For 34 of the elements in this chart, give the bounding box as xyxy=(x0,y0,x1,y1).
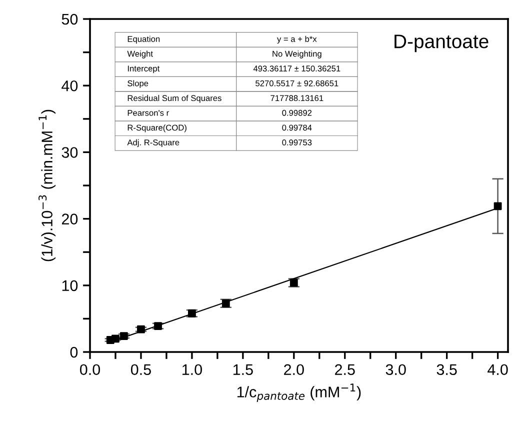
annotation: Slope xyxy=(128,80,148,88)
annotation: y = a + b*x xyxy=(277,36,317,44)
annotation: No Weighting xyxy=(272,50,322,58)
x-tick-label: 3.0 xyxy=(386,364,406,376)
annotation: 0.99753 xyxy=(282,139,312,146)
x-tick-label: 1.0 xyxy=(182,364,202,376)
annotation: Equation xyxy=(128,36,160,44)
x-tick-label: 0.0 xyxy=(80,364,100,376)
x-tick-label: 0.5 xyxy=(130,364,151,376)
y-tick-label: 10 xyxy=(62,280,78,292)
y-tick-label: 50 xyxy=(62,14,78,25)
x-tick-label: 4.0 xyxy=(488,364,508,376)
x-tick-label: 2.5 xyxy=(335,364,355,376)
x-tick-label: 1.5 xyxy=(233,364,253,376)
annotation: R-Square(COD) xyxy=(128,124,186,132)
annotation: Intercept xyxy=(128,66,160,74)
annotation: Weight xyxy=(127,50,153,58)
annotation: 717788.13161 xyxy=(270,95,324,102)
x-tick-label: 2.0 xyxy=(284,364,304,376)
y-tick-label: 0 xyxy=(70,346,78,358)
annotation: Residual Sum of Squares xyxy=(128,94,222,103)
y-tick-label: 30 xyxy=(62,147,78,158)
x-tick-label: 3.5 xyxy=(436,364,457,376)
y-axis-title: (1/v).10$^{−3}$ (min.mM$^{−1}$) xyxy=(38,110,56,262)
y-tick-label: 40 xyxy=(62,80,78,92)
annotation: 5270.5517 ± 92.68651 xyxy=(256,80,338,86)
annotation: Pearson's r xyxy=(128,110,169,116)
annotation: 0.99892 xyxy=(282,110,312,116)
annotation: 0.99784 xyxy=(282,124,312,131)
annotation: 493.36117 ± 150.36251 xyxy=(253,66,340,72)
text: D-pantoate xyxy=(394,34,488,52)
x-axis-title: 1/c$_{pantoate}$ (mM$^{−1}$) xyxy=(237,384,361,402)
y-tick-label: 20 xyxy=(62,214,78,224)
annotation: Adj. R-Square xyxy=(127,139,180,148)
